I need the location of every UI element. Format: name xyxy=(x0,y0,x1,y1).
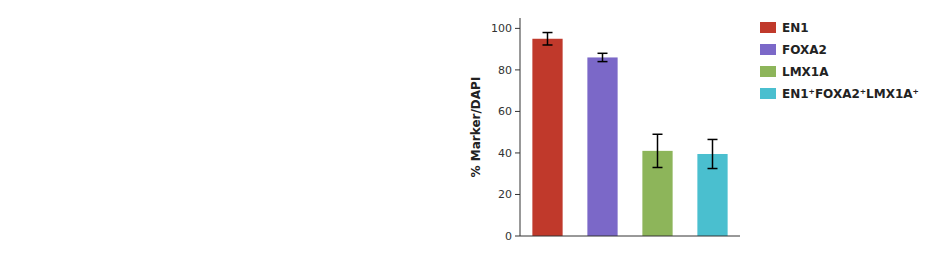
error-bar xyxy=(653,134,663,167)
y-tick-label: 0 xyxy=(505,230,512,243)
y-tick xyxy=(515,69,520,70)
legend: EN1 FOXA2 LMX1A EN1⁺FOXA2⁺LMX1A⁺ xyxy=(760,21,919,101)
error-cap xyxy=(543,44,553,46)
y-tick-label: 40 xyxy=(498,147,512,160)
y-tick xyxy=(515,194,520,195)
y-tick xyxy=(515,28,520,29)
y-tick-label: 60 xyxy=(498,105,512,118)
y-axis xyxy=(520,18,521,236)
legend-swatch xyxy=(760,88,776,99)
error-stem xyxy=(602,53,604,61)
error-cap xyxy=(708,139,718,141)
bars xyxy=(532,33,727,236)
legend-label: EN1⁺FOXA2⁺LMX1A⁺ xyxy=(782,87,919,101)
y-tick xyxy=(515,152,520,153)
error-bar xyxy=(598,53,608,61)
error-stem xyxy=(657,134,659,167)
error-bar xyxy=(708,139,718,168)
y-tick xyxy=(515,236,520,237)
y-axis-label: % Marker/DAPI xyxy=(469,77,483,178)
bar xyxy=(587,57,617,236)
chart: 020406080100% Marker/DAPIEN1FOXA2LMX1AEN… xyxy=(0,0,940,268)
error-cap xyxy=(598,53,608,55)
y-tick xyxy=(515,111,520,112)
error-cap xyxy=(543,32,553,34)
legend-swatch xyxy=(760,66,776,77)
y-tick-label: 20 xyxy=(498,188,512,201)
legend-label: LMX1A xyxy=(782,65,829,79)
legend-label: EN1 xyxy=(782,21,809,35)
error-cap xyxy=(653,134,663,136)
y-tick-label: 80 xyxy=(498,64,512,77)
legend-swatch xyxy=(760,44,776,55)
error-stem xyxy=(547,33,549,45)
error-stem xyxy=(712,139,714,168)
error-cap xyxy=(708,168,718,170)
legend-label: FOXA2 xyxy=(782,43,827,57)
x-axis xyxy=(520,236,740,237)
error-cap xyxy=(598,61,608,63)
y-tick-label: 100 xyxy=(491,22,512,35)
error-bar xyxy=(543,33,553,45)
legend-swatch xyxy=(760,22,776,33)
error-cap xyxy=(653,167,663,169)
bar xyxy=(532,39,562,236)
